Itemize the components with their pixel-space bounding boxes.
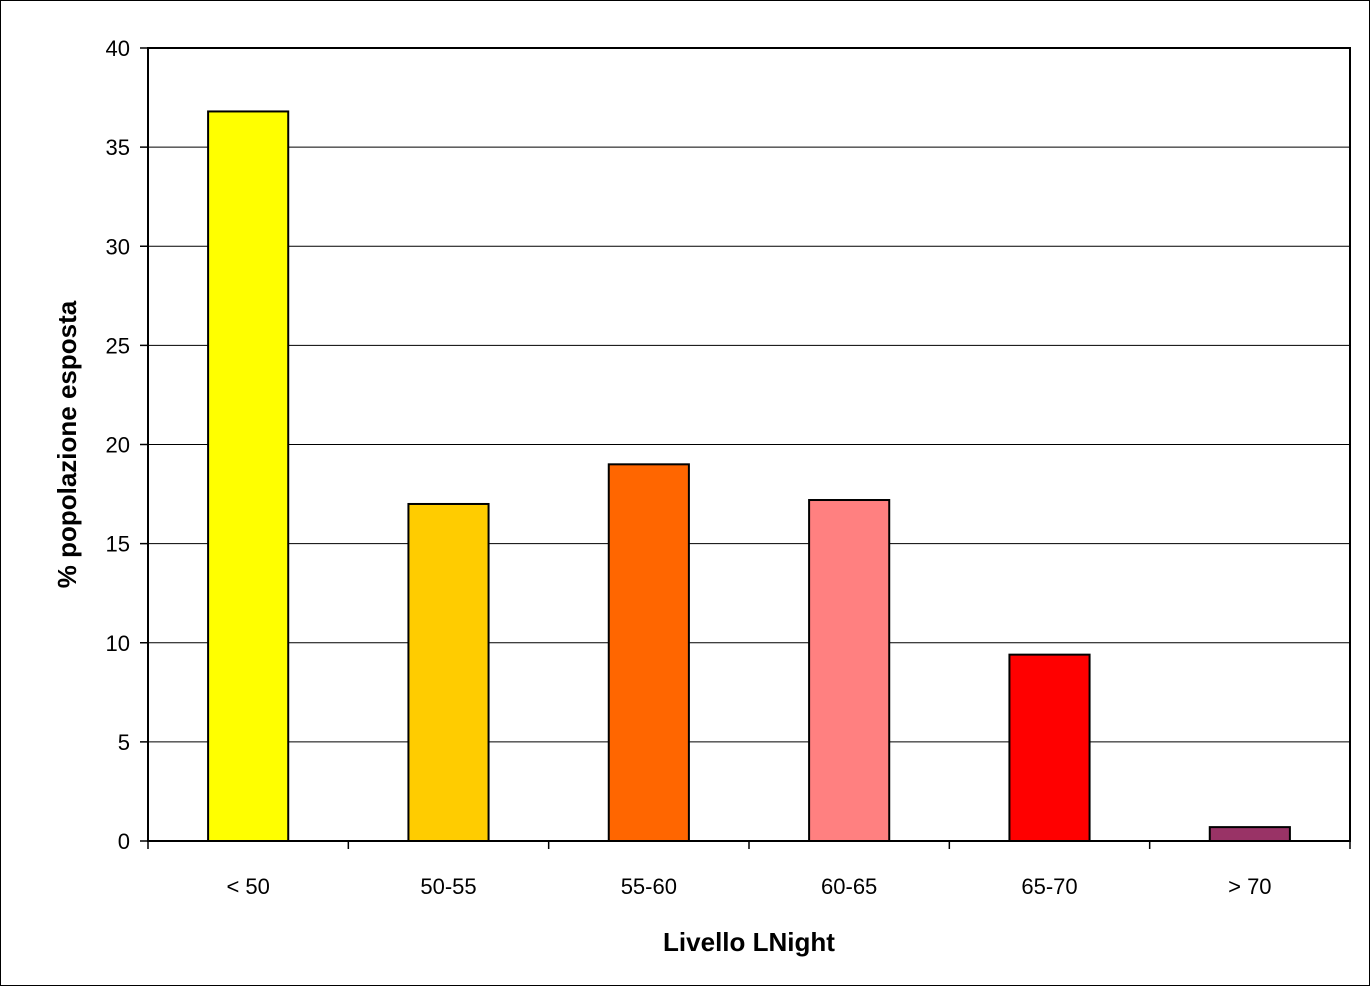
y-tick-label: 0: [118, 829, 130, 854]
y-tick-labels: 0 5 10 15 20 25 30 35 40: [106, 36, 130, 854]
bar: [808, 499, 891, 842]
x-tick-label: 65-70: [1021, 874, 1077, 899]
bar: [607, 463, 690, 842]
x-tick-labels: < 50 50-55 55-60 60-65 65-70 > 70: [226, 874, 1271, 899]
x-tick-label: 60-65: [821, 874, 877, 899]
gridlines: [148, 146, 1350, 743]
bar: [1008, 653, 1091, 843]
x-tick-label: 50-55: [420, 874, 476, 899]
y-tick-label: 5: [118, 730, 130, 755]
x-tick-label: > 70: [1228, 874, 1271, 899]
y-tick-label: 30: [106, 234, 130, 259]
bar: [407, 502, 490, 842]
x-tick-label: < 50: [226, 874, 269, 899]
y-tick-label: 25: [106, 333, 130, 358]
bars: [207, 110, 1291, 843]
x-axis-title: Livello LNight: [663, 927, 835, 957]
y-axis-title: % popolazione esposta: [52, 300, 82, 588]
bar: [207, 110, 290, 842]
y-tick-label: 10: [106, 631, 130, 656]
y-tick-label: 35: [106, 135, 130, 160]
y-tick-label: 20: [106, 433, 130, 458]
axis-ticks: [140, 47, 1351, 849]
y-tick-label: 15: [106, 532, 130, 557]
x-tick-label: 55-60: [621, 874, 677, 899]
y-tick-label: 40: [106, 36, 130, 61]
bar: [1208, 826, 1291, 842]
